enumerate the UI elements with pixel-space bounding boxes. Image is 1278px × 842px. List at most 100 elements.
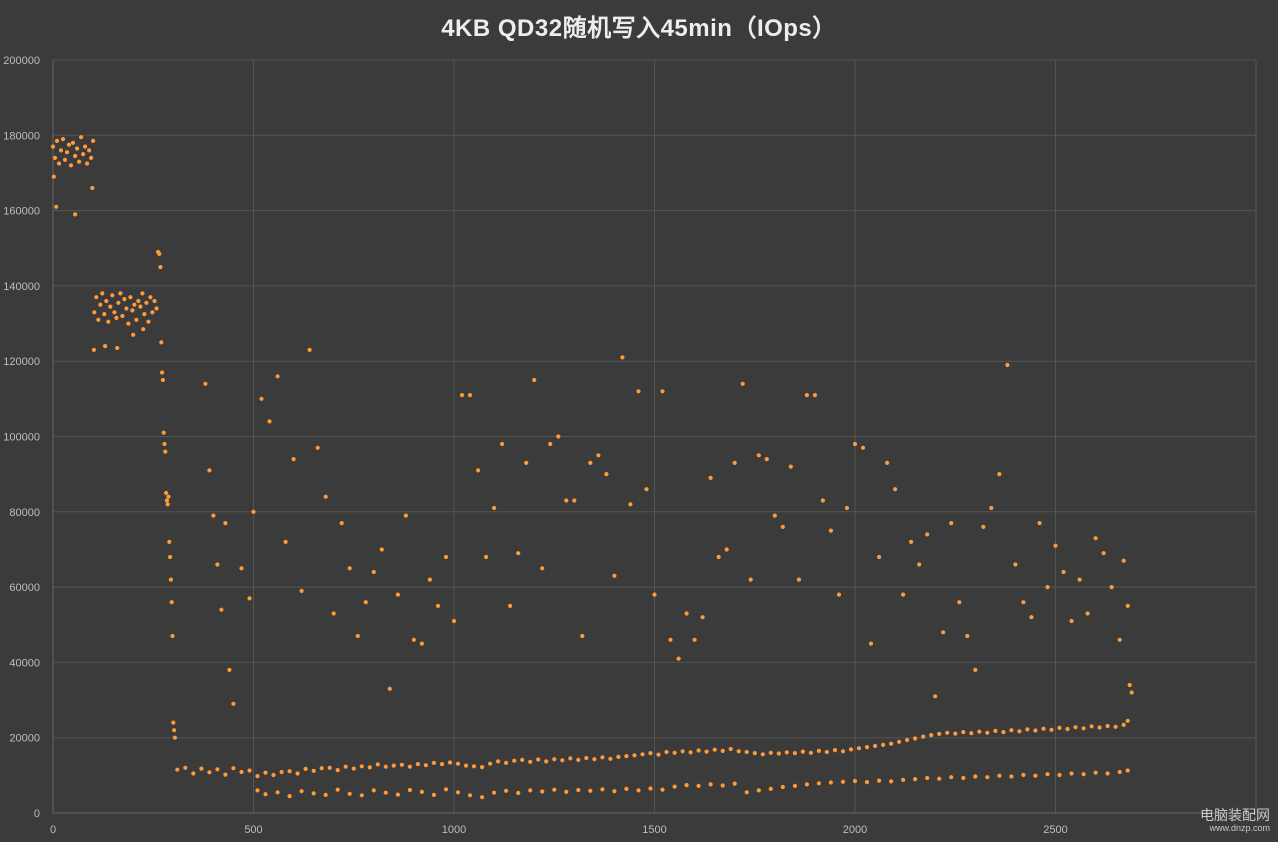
data-point xyxy=(251,509,256,514)
data-point xyxy=(120,313,125,319)
data-point xyxy=(1057,772,1062,778)
data-point xyxy=(160,370,165,375)
data-point xyxy=(965,633,970,639)
y-tick-label: 80000 xyxy=(9,507,40,519)
y-tick-label: 0 xyxy=(34,808,40,820)
data-point xyxy=(152,298,157,304)
data-point xyxy=(395,592,400,597)
data-point xyxy=(508,603,513,609)
data-point xyxy=(126,321,131,326)
data-point xyxy=(828,528,834,533)
x-tick-label: 2500 xyxy=(1043,824,1067,836)
data-point xyxy=(556,434,561,439)
data-point xyxy=(443,554,449,560)
data-point xyxy=(1125,718,1130,723)
data-point xyxy=(163,449,168,454)
data-point xyxy=(91,347,96,352)
data-point xyxy=(271,772,276,778)
data-point xyxy=(812,393,818,398)
data-point xyxy=(708,475,713,480)
data-point xyxy=(142,312,147,317)
data-point xyxy=(564,789,569,795)
watermark-site-url: www.dnzp.com xyxy=(1209,823,1270,834)
data-point xyxy=(868,641,874,646)
data-point xyxy=(451,618,457,624)
data-point xyxy=(259,396,264,401)
data-point xyxy=(371,569,376,575)
data-point xyxy=(492,790,497,795)
data-point xyxy=(75,146,80,151)
data-point xyxy=(295,771,300,776)
data-point xyxy=(672,750,677,755)
y-tick-label: 200000 xyxy=(3,55,40,67)
data-point xyxy=(423,763,428,768)
data-point xyxy=(1117,637,1122,642)
data-point xyxy=(596,453,601,458)
data-point xyxy=(768,786,773,792)
data-point xyxy=(977,729,982,734)
data-point xyxy=(166,494,171,499)
data-point xyxy=(484,554,489,560)
data-point xyxy=(844,505,850,511)
data-point xyxy=(885,460,890,465)
data-point xyxy=(319,766,324,771)
data-point xyxy=(407,764,412,769)
data-point xyxy=(540,789,545,794)
data-point xyxy=(973,667,978,673)
data-point xyxy=(128,295,133,300)
data-point xyxy=(688,750,693,755)
data-point xyxy=(1113,724,1118,729)
data-point xyxy=(124,306,129,311)
data-point xyxy=(141,327,146,332)
data-point xyxy=(167,539,172,545)
data-point xyxy=(1041,726,1046,731)
data-point xyxy=(140,291,145,296)
data-point xyxy=(335,768,340,773)
data-point xyxy=(148,295,153,300)
data-point xyxy=(1081,726,1086,731)
data-point xyxy=(102,312,107,317)
data-point xyxy=(1025,727,1030,732)
data-point xyxy=(941,630,946,635)
data-point xyxy=(1093,770,1098,775)
y-tick-label: 180000 xyxy=(3,130,40,142)
data-point xyxy=(732,460,737,465)
data-point xyxy=(921,734,926,739)
data-point xyxy=(676,656,681,661)
data-point xyxy=(371,788,376,793)
data-point xyxy=(576,787,581,793)
data-point xyxy=(311,768,316,773)
data-point xyxy=(58,148,64,153)
watermark: 电脑装配网 www.dnzp.com xyxy=(1200,808,1270,834)
data-point xyxy=(1105,771,1110,776)
data-point xyxy=(1077,577,1082,582)
data-point xyxy=(716,554,721,560)
data-point xyxy=(157,251,162,256)
data-point xyxy=(100,291,105,296)
data-point xyxy=(480,765,485,770)
data-point xyxy=(548,441,553,447)
data-point xyxy=(756,788,761,793)
data-point xyxy=(303,766,308,772)
data-point xyxy=(981,524,986,530)
data-point xyxy=(957,600,962,605)
data-point xyxy=(172,728,177,733)
data-point xyxy=(106,319,111,324)
data-point xyxy=(275,790,280,795)
data-point xyxy=(175,767,180,772)
data-point xyxy=(788,464,793,469)
data-point xyxy=(985,730,990,735)
data-point xyxy=(840,779,846,784)
data-point xyxy=(552,757,557,762)
data-point xyxy=(171,720,176,725)
data-point xyxy=(1127,682,1132,688)
data-point xyxy=(170,633,175,639)
data-point xyxy=(592,757,597,762)
data-point xyxy=(480,795,485,800)
data-point xyxy=(263,770,268,775)
data-point xyxy=(118,291,123,296)
data-point xyxy=(816,748,822,754)
data-point xyxy=(516,551,521,556)
data-point xyxy=(122,297,127,302)
data-point xyxy=(736,749,741,754)
